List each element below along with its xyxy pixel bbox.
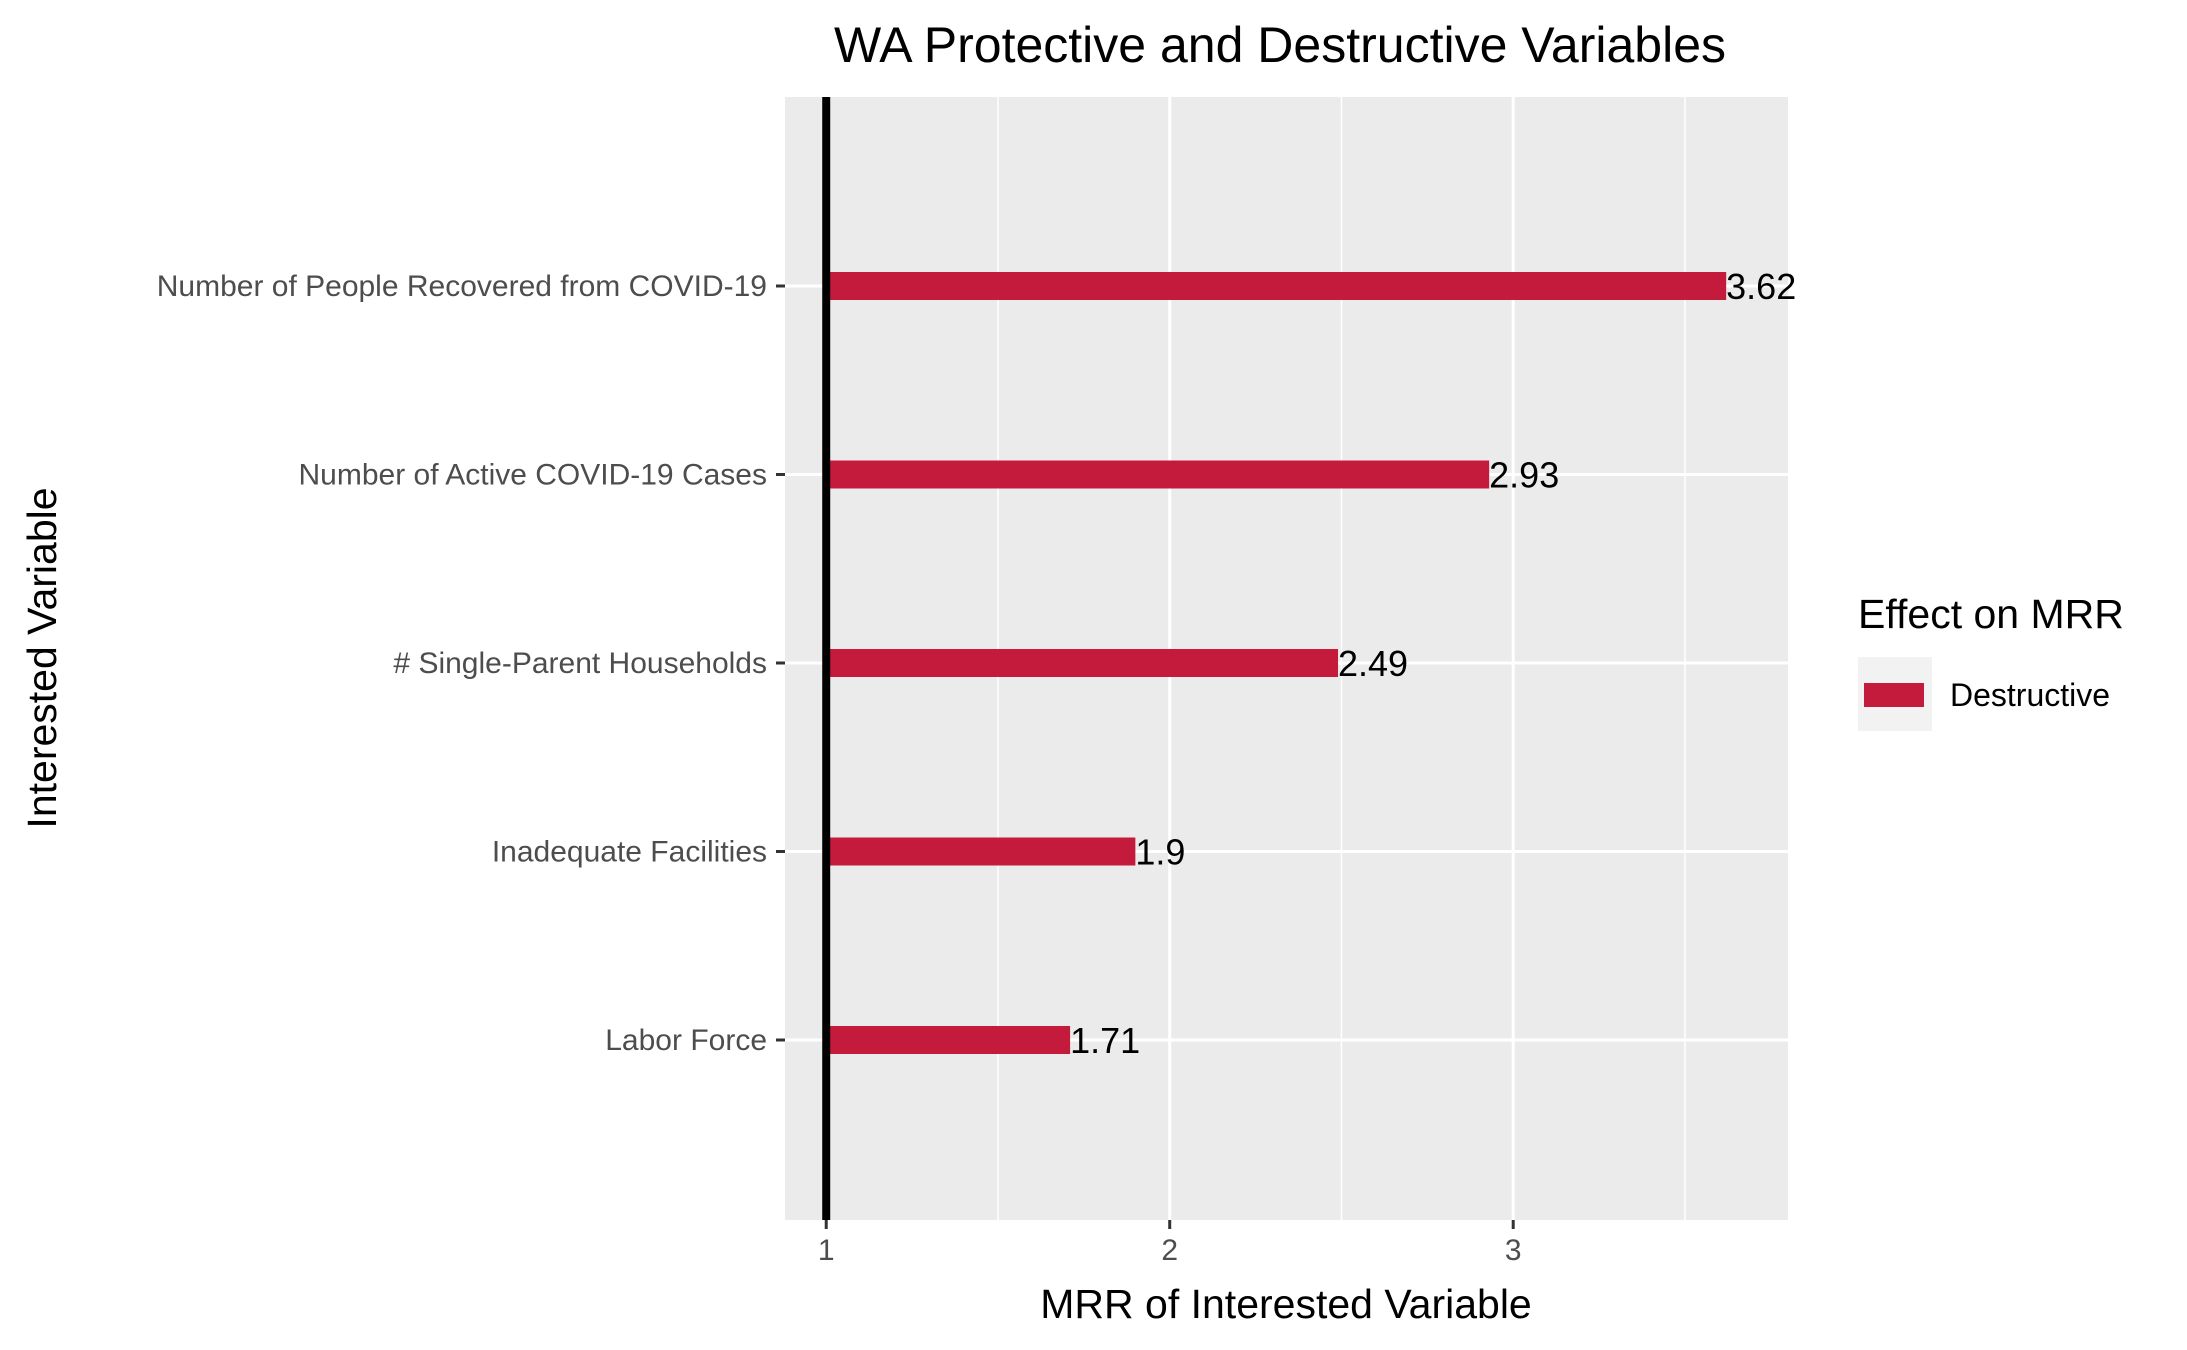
y-tick-label: Number of People Recovered from COVID-19 (157, 270, 767, 303)
y-tick-label: # Single-Parent Households (393, 647, 767, 680)
data-label: 2.93 (1489, 455, 1559, 496)
data-label: 3.62 (1726, 266, 1796, 307)
y-axis-title: Interested Variable (19, 487, 65, 828)
y-tick-label: Number of Active COVID-19 Cases (298, 459, 767, 492)
legend-title: Effect on MRR (1858, 591, 2124, 637)
bar (826, 1026, 1071, 1054)
bar (826, 837, 1136, 866)
x-tick-label: 3 (1505, 1234, 1522, 1267)
x-axis-ticks: 1 2 3 (818, 1220, 1522, 1267)
bar (826, 272, 1727, 300)
bar (826, 649, 1339, 677)
bar (826, 460, 1490, 489)
x-tick-label: 2 (1161, 1234, 1178, 1267)
x-tick-label: 1 (818, 1234, 835, 1267)
legend: Effect on MRR Destructive (1858, 591, 2124, 731)
y-tick-label: Inadequate Facilities (492, 836, 767, 869)
data-label: 1.71 (1070, 1020, 1140, 1061)
data-label: 2.49 (1338, 643, 1408, 684)
legend-swatch-destructive (1864, 683, 1924, 707)
x-axis-title: MRR of Interested Variable (1040, 1281, 1531, 1327)
chart-title: WA Protective and Destructive Variables (834, 17, 1726, 73)
y-axis-ticks: Number of People Recovered from COVID-19… (157, 270, 785, 1057)
y-tick-label: Labor Force (605, 1024, 767, 1057)
legend-label-destructive: Destructive (1950, 677, 2110, 713)
data-label: 1.9 (1135, 832, 1185, 873)
data-labels: 3.62 2.93 2.49 1.9 1.71 (1070, 266, 1796, 1061)
bars (826, 272, 1727, 1054)
